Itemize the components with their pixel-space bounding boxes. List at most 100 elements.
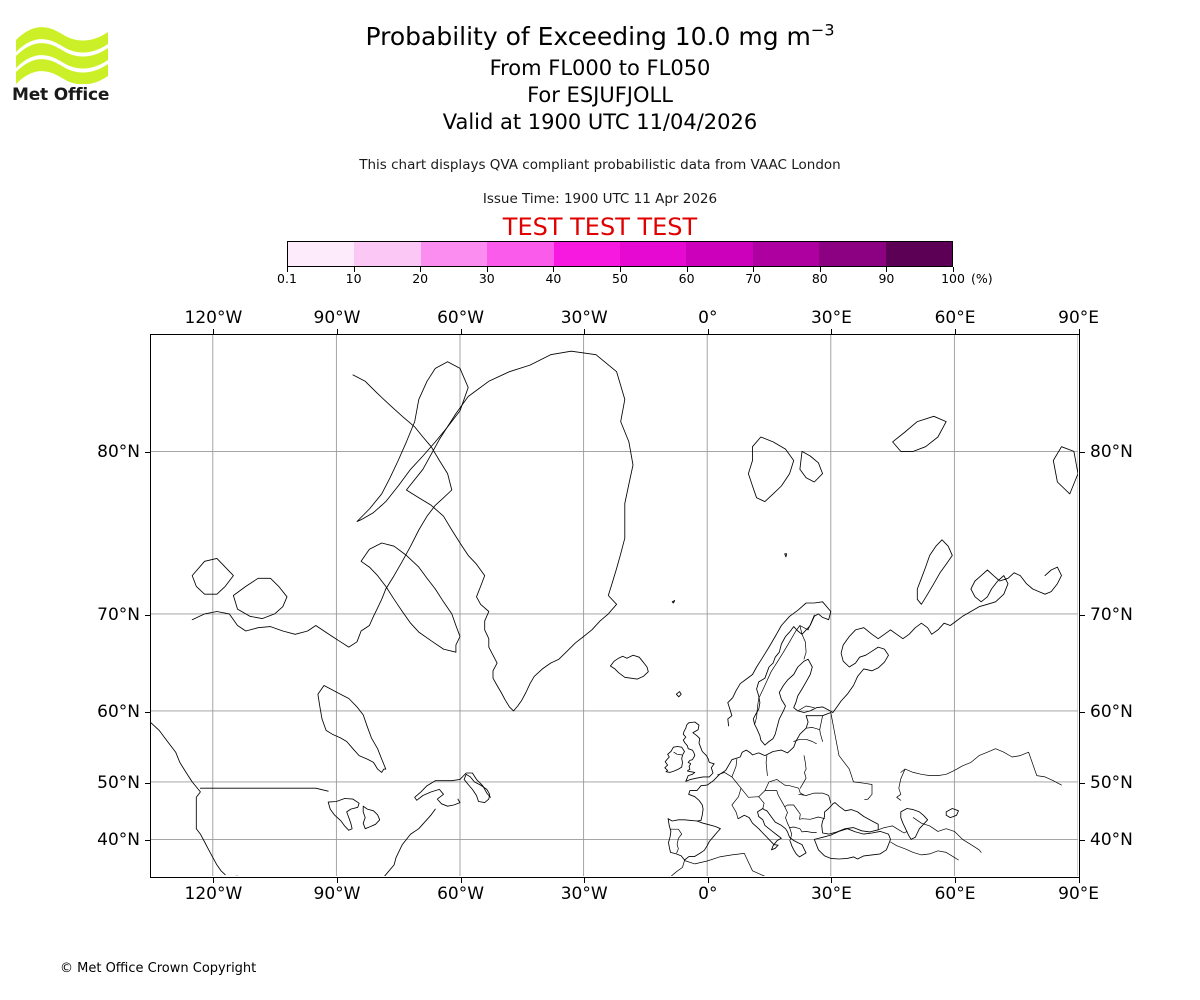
- border-iran1: [890, 841, 959, 861]
- lon-tick-bottom-60: [955, 878, 956, 883]
- lon-label-bottom--60: 60°W: [437, 884, 485, 904]
- colorbar-tick-10: [953, 267, 954, 272]
- lon-label-top--30: 30°W: [560, 308, 608, 328]
- lat-label-left-80: 80°N: [97, 442, 140, 462]
- lat-tick-right-40: [1080, 840, 1085, 841]
- page-title: Probability of Exceeding 10.0 mg m−3: [0, 20, 1200, 49]
- lon-label-top--120: 120°W: [184, 308, 243, 328]
- border-iber1: [670, 828, 683, 854]
- lon-label-bottom--30: 30°W: [560, 884, 608, 904]
- coastline-iberia: [667, 818, 721, 861]
- probability-colorbar: [287, 241, 953, 267]
- lon-label-bottom-0: 0°: [698, 884, 718, 904]
- colorbar-band-3: [487, 242, 554, 266]
- lon-label-top--60: 60°W: [437, 308, 485, 328]
- lon-tick-top--30: [584, 329, 586, 334]
- border-eu8: [819, 715, 823, 742]
- lat-tick-right-50: [1080, 782, 1085, 784]
- logo-wave-3: [16, 59, 108, 84]
- met-office-logo-text: Met Office: [12, 85, 110, 105]
- border-eu9: [797, 705, 815, 712]
- colorbar-tick-label-1: 10: [345, 271, 362, 286]
- coastline-kazakh_aral: [945, 808, 959, 819]
- logo-wave-1: [16, 27, 108, 53]
- lon-tick-bottom--90: [337, 878, 338, 883]
- border-ru2: [904, 748, 1062, 786]
- colorbar-tick-label-7: 70: [745, 271, 762, 286]
- lat-label-left-40: 40°N: [97, 830, 140, 850]
- lat-label-right-60: 60°N: [1090, 701, 1133, 722]
- coastline-europe_west: [667, 712, 832, 822]
- colorbar-tick-label-3: 30: [478, 271, 495, 286]
- coastline-mexico_gulf: [384, 808, 436, 876]
- coastline-newfoundland: [463, 773, 491, 804]
- border-balk1: [784, 806, 790, 828]
- coastline-norway_sweden: [727, 601, 834, 746]
- map-canvas: [151, 335, 1078, 876]
- volcano-subtitle: For ESJUFJOLL: [527, 83, 673, 107]
- coastline-svalbard: [747, 436, 795, 503]
- border-ru1: [830, 712, 873, 801]
- border-centasia: [912, 817, 982, 853]
- issue-time-label: Issue Time: 1900 UTC 11 Apr 2026: [482, 191, 718, 207]
- logo-wave-2: [16, 43, 108, 69]
- coastline-canada_hudson: [317, 685, 387, 773]
- coastline-banks_island: [191, 557, 234, 595]
- border-cauc1: [877, 825, 908, 834]
- coastline-italy: [737, 808, 807, 858]
- colorbar-band-2: [420, 242, 488, 266]
- colorbar-band-7: [752, 242, 820, 266]
- border-scand2: [799, 625, 807, 660]
- colorbar-tick-label-5: 50: [612, 271, 628, 286]
- coastline-ireland: [664, 746, 685, 773]
- border-eu6: [765, 755, 768, 776]
- colorbar-tick-6: [686, 267, 688, 272]
- coastline-baffin: [360, 542, 461, 653]
- colorbar-band-0: [288, 242, 355, 266]
- colorbar-tick-0: [287, 267, 288, 272]
- qva-compliance-note: This chart displays QVA compliant probab…: [359, 157, 841, 173]
- colorbar-tick-label-10: 100: [941, 271, 965, 286]
- lon-label-bottom-60: 60°E: [934, 884, 976, 904]
- border-balt2: [805, 727, 821, 731]
- colorbar-band-4: [553, 242, 621, 266]
- lon-label-top-30: 30°E: [810, 308, 852, 328]
- lon-label-bottom-30: 30°E: [810, 884, 852, 904]
- lon-tick-top-60: [955, 329, 956, 334]
- coastline-blacksea: [821, 802, 879, 835]
- colorbar-tick-axis: 0.1 10 20 30 40 50 60 70 80 90 100: [277, 267, 965, 287]
- border-eu4: [758, 790, 825, 820]
- valid-time-subtitle: Valid at 1900 UTC 11/04/2026: [442, 110, 758, 134]
- lat-tick-right-60: [1080, 711, 1085, 713]
- test-banner: TEST TEST TEST: [502, 213, 698, 241]
- lat-label-right-70: 70°N: [1090, 604, 1133, 625]
- lat-tick-left-40: [145, 840, 150, 841]
- lon-label-top-60: 60°E: [934, 308, 976, 328]
- coastline-bear_island: [784, 553, 788, 558]
- lat-label-right-50: 50°N: [1090, 772, 1133, 793]
- coastline-faroe: [675, 691, 682, 698]
- page-title-exponent: −3: [810, 20, 835, 40]
- coastline-victoria_island: [232, 577, 288, 620]
- lat-tick-left-70: [145, 614, 150, 616]
- colorbar-tick-label-8: 80: [811, 271, 828, 286]
- coastline-franz_josef: [892, 415, 947, 452]
- lon-tick-bottom-0: [707, 878, 709, 883]
- border-balt1: [793, 738, 817, 745]
- map-coastlines: [151, 350, 1078, 876]
- lon-label-bottom--120: 120°W: [184, 884, 243, 904]
- colorbar-tick-label-4: 40: [545, 271, 562, 286]
- coastline-caspian: [900, 808, 929, 840]
- colorbar-tick-label-2: 20: [412, 271, 429, 286]
- lat-label-left-70: 70°N: [97, 604, 140, 625]
- coastline-novaya_zemlya: [916, 539, 953, 605]
- colorbar-band-5: [620, 242, 687, 266]
- lon-tick-top-0: [707, 329, 709, 334]
- coastline-greatlakes1: [327, 798, 360, 831]
- border-eu7: [799, 755, 807, 789]
- lat-tick-right-80: [1080, 452, 1085, 453]
- colorbar-band-1: [354, 242, 421, 266]
- border-ru3: [896, 768, 906, 801]
- map-plot-area[interactable]: [150, 334, 1080, 878]
- lon-tick-top--120: [213, 329, 215, 334]
